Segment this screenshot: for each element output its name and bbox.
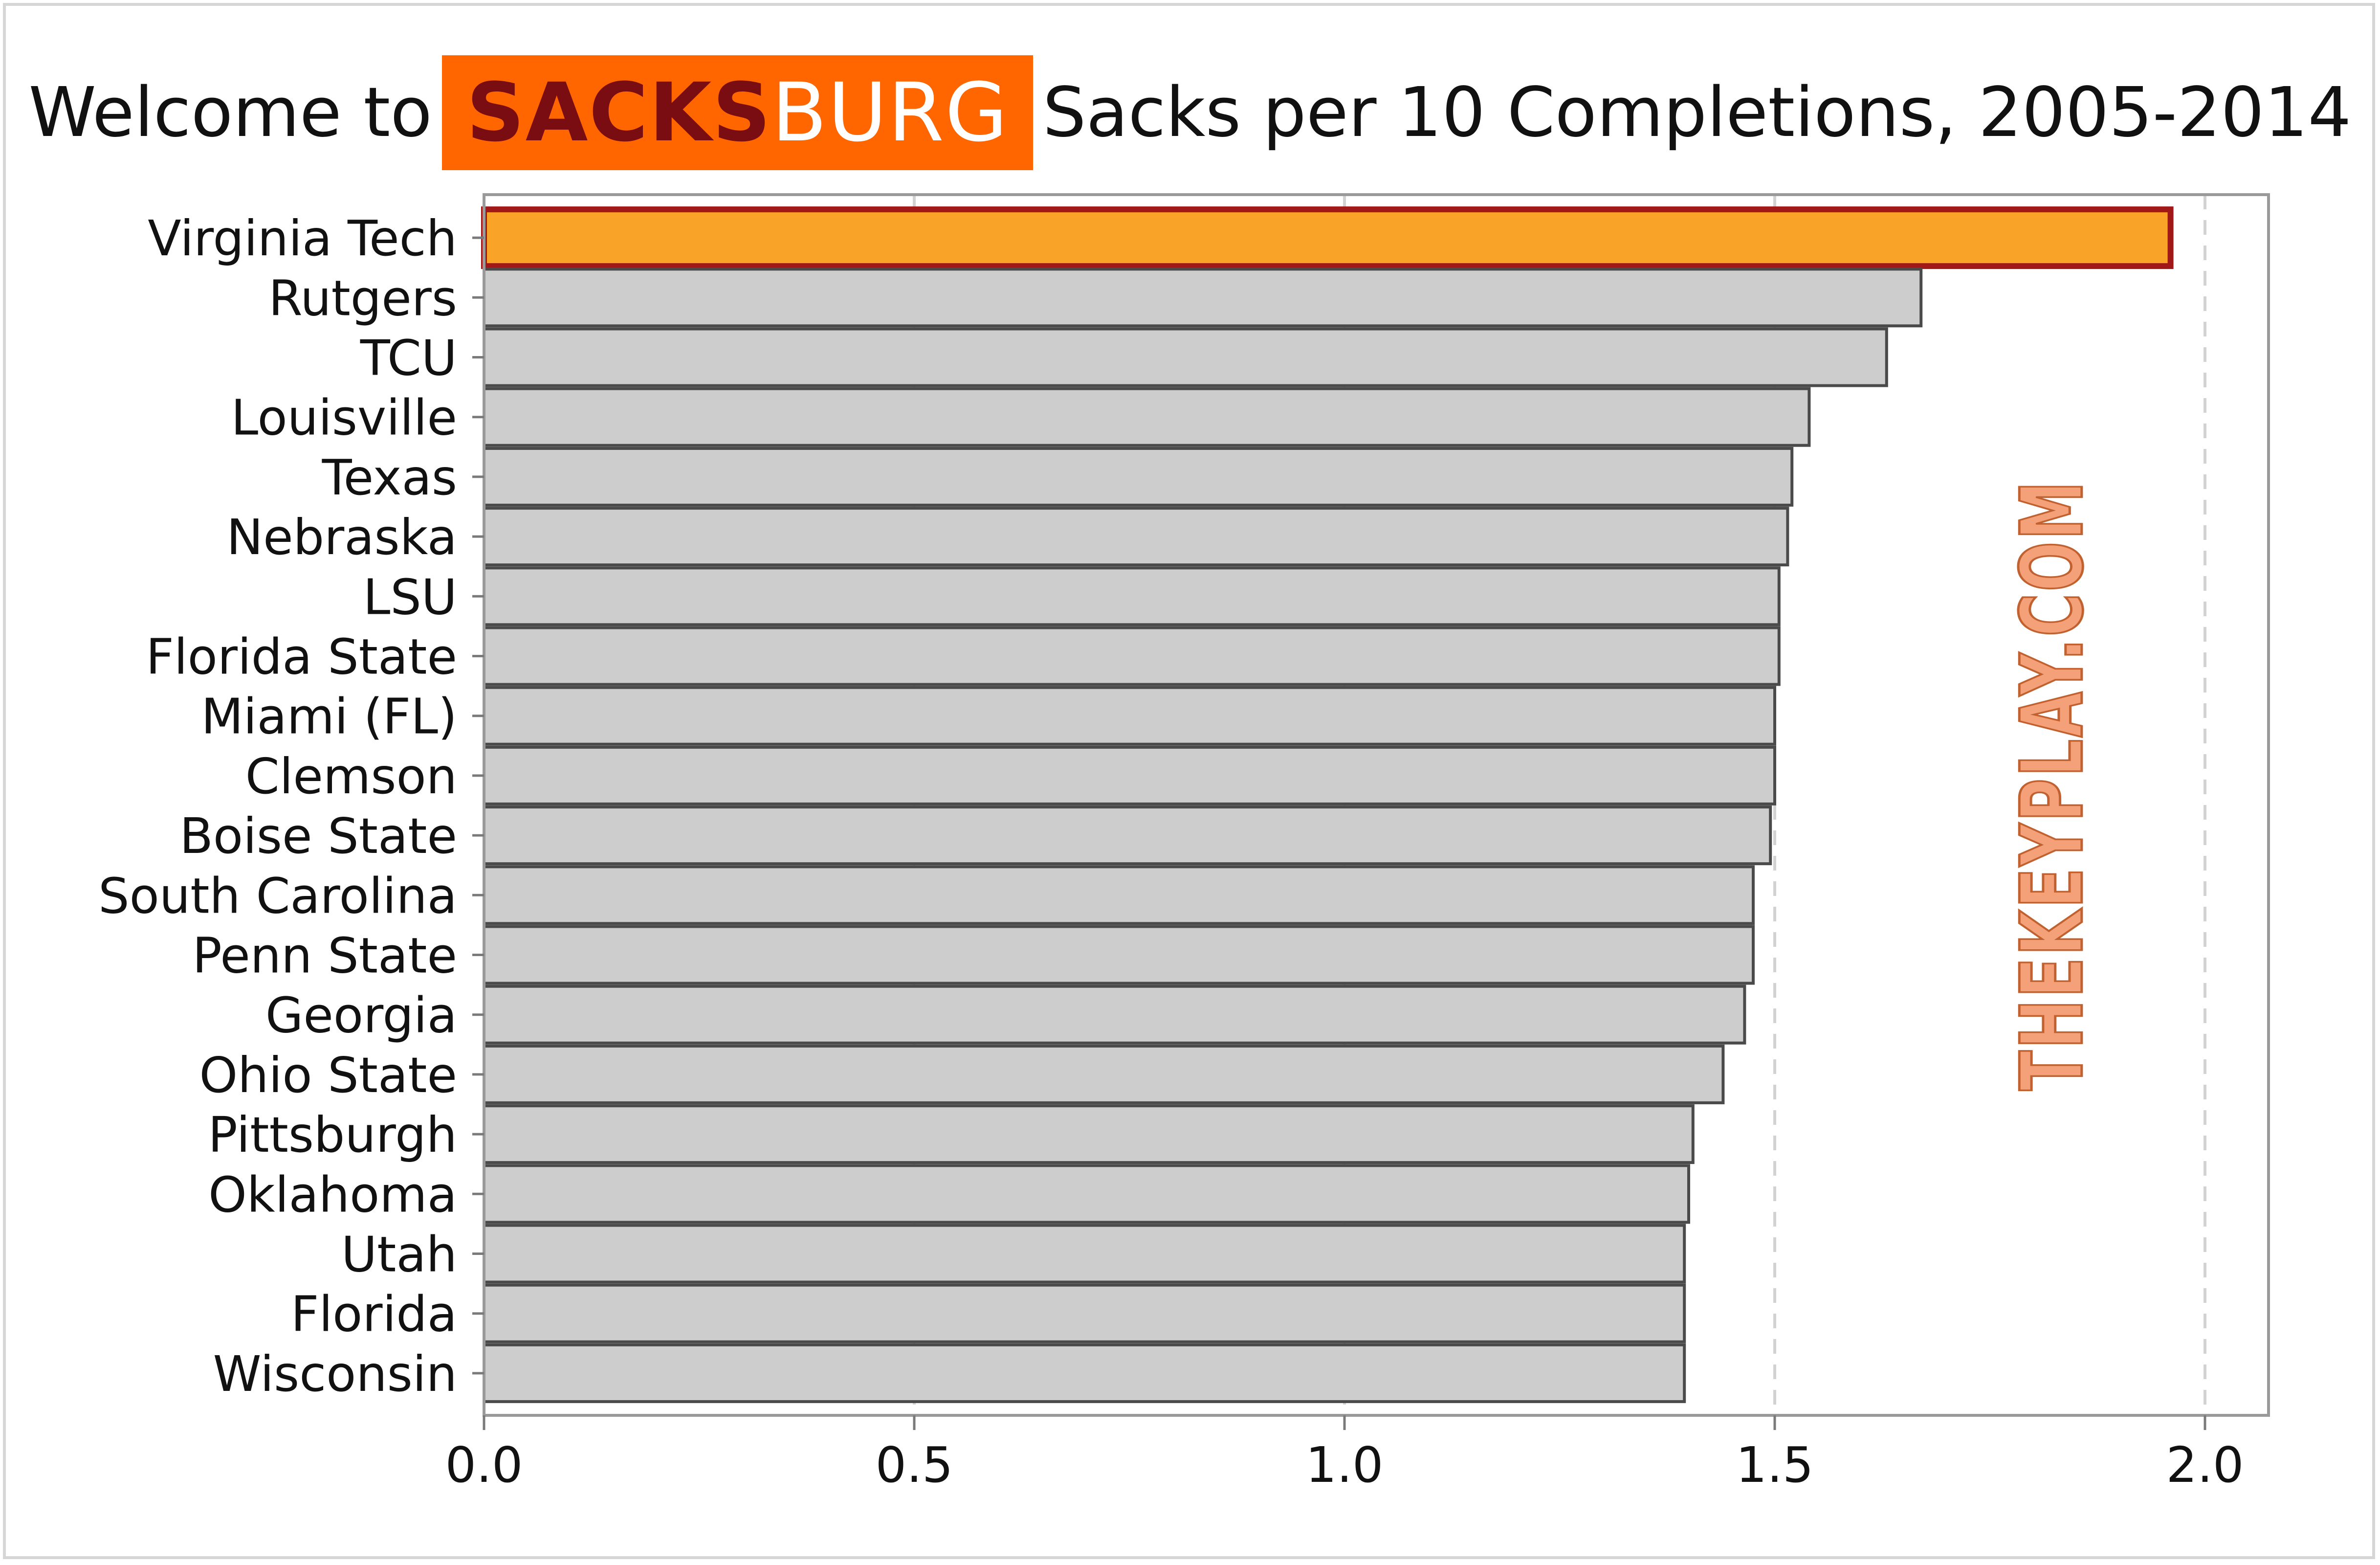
bar-pittsburgh bbox=[483, 1104, 1695, 1164]
category-label: Ohio State bbox=[199, 1047, 457, 1104]
watermark-text: THEKEYPLAY.COM bbox=[2003, 479, 2102, 1091]
bar-boise-state bbox=[483, 805, 1772, 866]
category-label: Virginia Tech bbox=[148, 210, 457, 267]
x-tick-label: 0.5 bbox=[875, 1436, 953, 1494]
category-label: Penn State bbox=[192, 927, 457, 984]
category-label: Nebraska bbox=[226, 509, 457, 566]
bar-utah bbox=[483, 1224, 1686, 1284]
chart-title: Welcome to SACKS BURG Sacks per 10 Comple… bbox=[0, 51, 2380, 174]
bar-tcu bbox=[483, 327, 1888, 387]
category-label: Pittsburgh bbox=[208, 1106, 457, 1163]
bar-georgia bbox=[483, 984, 1746, 1045]
bar-nebraska bbox=[483, 507, 1789, 567]
x-tick-label: 0.0 bbox=[445, 1436, 523, 1494]
sacksburg-logo: SACKS BURG bbox=[441, 55, 1033, 170]
bar-oklahoma bbox=[483, 1164, 1690, 1224]
category-label: Rutgers bbox=[268, 269, 457, 327]
category-label: Florida State bbox=[146, 628, 457, 686]
bar-miami-fl- bbox=[483, 686, 1776, 746]
category-label: Georgia bbox=[265, 987, 457, 1044]
category-label: Texas bbox=[322, 449, 457, 506]
category-label: TCU bbox=[360, 330, 457, 387]
bar-penn-state bbox=[483, 925, 1755, 985]
category-label: Utah bbox=[341, 1226, 457, 1283]
bar-louisville bbox=[483, 387, 1811, 447]
plot-frame bbox=[483, 193, 2270, 1417]
bar-florida bbox=[483, 1283, 1686, 1343]
category-label: Wisconsin bbox=[213, 1345, 457, 1403]
category-label: LSU bbox=[363, 568, 457, 626]
logo-sacks-text: SACKS bbox=[466, 66, 772, 159]
title-main: Sacks per 10 Completions, 2005-2014 bbox=[1042, 72, 2352, 153]
x-tick-label: 1.5 bbox=[1736, 1436, 1813, 1494]
category-label: Clemson bbox=[245, 748, 457, 805]
logo-burg-text: BURG bbox=[771, 66, 1009, 159]
bar-clemson bbox=[483, 745, 1776, 805]
category-label: Oklahoma bbox=[208, 1166, 457, 1223]
title-prefix: Welcome to bbox=[28, 72, 432, 153]
bar-virginia-tech bbox=[481, 206, 2174, 269]
x-tick-label: 1.0 bbox=[1305, 1436, 1383, 1494]
bar-texas bbox=[483, 447, 1794, 507]
category-label: Miami (FL) bbox=[201, 688, 457, 745]
x-tick-label: 2.0 bbox=[2166, 1436, 2244, 1494]
bar-lsu bbox=[483, 566, 1781, 626]
bar-wisconsin bbox=[483, 1343, 1686, 1403]
bar-rutgers bbox=[483, 268, 1923, 328]
labels: Virginia TechRutgersTCULouisvilleTexasNe… bbox=[98, 210, 2244, 1494]
axes bbox=[472, 193, 2270, 1430]
category-label: Boise State bbox=[179, 807, 457, 865]
category-label: Florida bbox=[291, 1286, 457, 1343]
bar-ohio-state bbox=[483, 1044, 1725, 1104]
bar-south-carolina bbox=[483, 865, 1755, 925]
category-label: Louisville bbox=[231, 389, 457, 447]
outer-frame bbox=[3, 3, 2375, 1559]
category-label: South Carolina bbox=[98, 867, 457, 924]
bars bbox=[481, 206, 2174, 1403]
bar-florida-state bbox=[483, 626, 1781, 686]
